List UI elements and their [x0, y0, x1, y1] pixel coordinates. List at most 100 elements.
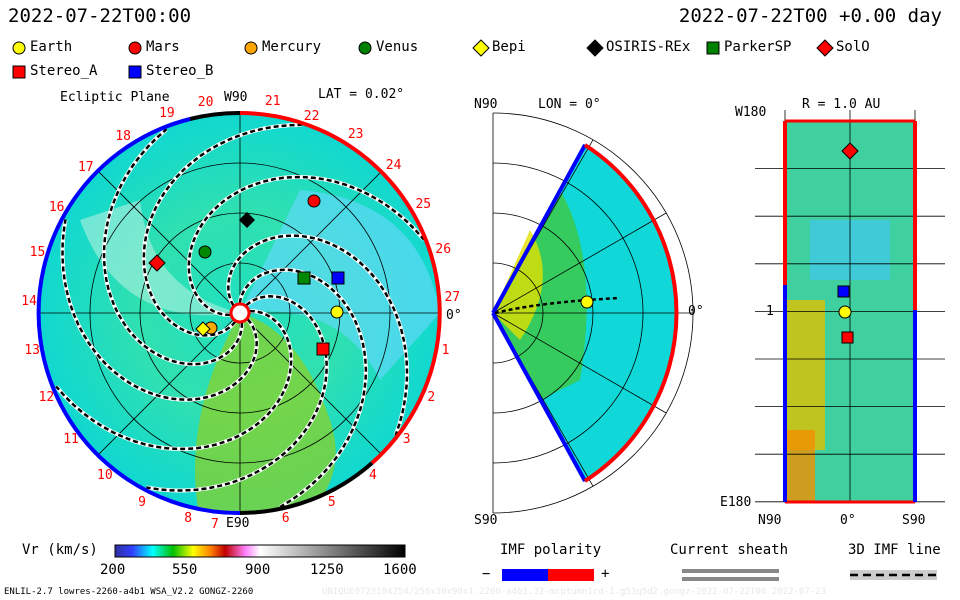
body-markers	[148, 194, 345, 356]
colorbar-label: Vr (km/s)	[22, 542, 98, 558]
ecliptic-panel	[36, 110, 442, 516]
imf-line	[227, 234, 409, 436]
ecliptic-tick-label: 6	[281, 511, 290, 527]
ecliptic-tick-label: 7	[211, 517, 219, 532]
legend-item: Earth	[30, 39, 73, 55]
imf-line	[61, 219, 258, 401]
ecliptic-tick-label: 23	[347, 126, 364, 142]
radial-top: W180	[735, 105, 767, 120]
ecliptic-tick-label: 14	[21, 293, 37, 309]
sheath-swatch	[682, 569, 779, 573]
legend-icon-osiris-rex	[586, 39, 604, 57]
ecliptic-tick-label: 8	[184, 511, 193, 527]
imf-line	[142, 123, 302, 337]
ecliptic-tick-label: 19	[159, 106, 175, 122]
stereo-a-marker	[316, 342, 330, 356]
colorbar-tick: 550	[172, 562, 198, 578]
colorbar	[114, 544, 406, 558]
ecliptic-tick-label: 3	[402, 431, 411, 447]
ecliptic-right: 0°	[446, 308, 462, 323]
ecliptic-tick-label: 15	[29, 245, 46, 261]
imf-plus: +	[601, 566, 610, 582]
radial-title: R = 1.0 AU	[802, 97, 881, 112]
imf-line	[238, 268, 368, 508]
meridional-top: N90	[474, 97, 498, 112]
legend-item: ParkerSP	[724, 39, 792, 55]
colorbar-tick: 1250	[310, 562, 344, 578]
imf-line	[146, 295, 328, 492]
parkersp-marker	[297, 271, 311, 285]
radial-mid: 1	[766, 304, 774, 319]
earth-marker	[330, 305, 344, 319]
ecliptic-tick-label: 18	[115, 128, 132, 144]
legend-item: SolO	[836, 39, 870, 55]
legend-icon-stereo_b	[128, 65, 142, 79]
time-right: 2022-07-22T00 +0.00 day	[678, 5, 942, 27]
colorbar-tick: 200	[100, 562, 126, 578]
mars-marker	[307, 194, 321, 208]
legend-item: OSIRIS-REx	[606, 39, 691, 55]
legend-item: Stereo_B	[146, 63, 214, 79]
meridional-bottom: S90	[474, 513, 498, 528]
imf-pos-swatch	[548, 569, 594, 581]
legend-icon-stereo_a	[12, 65, 26, 79]
legend-item: Mars	[146, 39, 180, 55]
legend-item: Venus	[376, 39, 419, 55]
ecliptic-tick-label: 24	[385, 157, 402, 173]
ecliptic-tick-label: 21	[264, 94, 281, 110]
ecliptic-tick-label: 4	[368, 467, 377, 483]
footer-model: ENLIL-2.7 lowres-2260-a4b1 WSA_V2.2 GONG…	[4, 587, 254, 597]
ecliptic-tick-label: 16	[48, 199, 65, 215]
legend-item: Mercury	[262, 39, 322, 55]
legend-item: Stereo_A	[30, 63, 98, 79]
imf-label: IMF polarity	[500, 542, 602, 558]
footer-run-id: UNIQUE0723104254/256x30x90x1.2260-a4b1.3…	[322, 587, 826, 597]
ecliptic-bottom: E90	[226, 516, 250, 531]
stereo-b-marker	[331, 271, 345, 285]
earth-marker-meridional	[580, 295, 594, 309]
imf-minus: −	[482, 566, 491, 582]
ecliptic-tick-label: 12	[38, 389, 55, 405]
imf-neg-swatch	[502, 569, 548, 581]
ecliptic-tick-label: 25	[415, 197, 432, 213]
legend-icon-earth	[12, 41, 26, 55]
ecliptic-tick-label: 13	[24, 342, 40, 358]
radial-panel	[755, 110, 945, 504]
ecliptic-tick-label: 9	[138, 494, 146, 510]
ecliptic-tick-label: 17	[77, 160, 94, 176]
colorbar-tick: 1600	[383, 562, 417, 578]
ecliptic-tick-label: 26	[435, 241, 452, 257]
legend-icon-bepi	[472, 39, 490, 57]
solo-marker	[148, 254, 166, 272]
colorbar-tick: 900	[245, 562, 271, 578]
ecliptic-tick-label: 1	[441, 342, 450, 358]
imf-line	[55, 309, 293, 451]
meridional-panel	[491, 112, 694, 514]
ecliptic-tick-label: 2	[427, 389, 436, 405]
imf-line	[102, 128, 244, 366]
ecliptic-tick-label: 22	[303, 109, 320, 125]
time-left: 2022-07-22T00:00	[8, 5, 192, 27]
ecliptic-lat: LAT = 0.02°	[318, 87, 405, 102]
ecliptic-tick-label: 5	[327, 494, 336, 510]
ecliptic-tick-label: 11	[63, 431, 79, 447]
legend-icon-solo	[816, 39, 834, 57]
imfline-label: 3D IMF line	[848, 542, 941, 558]
meridional-right: 0°	[688, 304, 704, 319]
imf-line	[187, 175, 425, 317]
legend-icon-mars	[128, 41, 142, 55]
legend-icon-mercury	[244, 41, 258, 55]
ecliptic-top: W90	[224, 90, 248, 105]
radial-x-right: S90	[902, 513, 926, 528]
ecliptic-tick-label: 20	[197, 94, 214, 110]
ecliptic-title: Ecliptic Plane	[60, 90, 170, 105]
sheath-label: Current sheath	[670, 542, 789, 558]
meridional-lon: LON = 0°	[538, 97, 601, 112]
venus-marker	[198, 245, 212, 259]
ecliptic-tick-label: 27	[444, 290, 461, 306]
legend-icon-parkersp	[706, 41, 720, 55]
radial-bottom: E180	[720, 495, 752, 510]
legend-icon-venus	[358, 41, 372, 55]
